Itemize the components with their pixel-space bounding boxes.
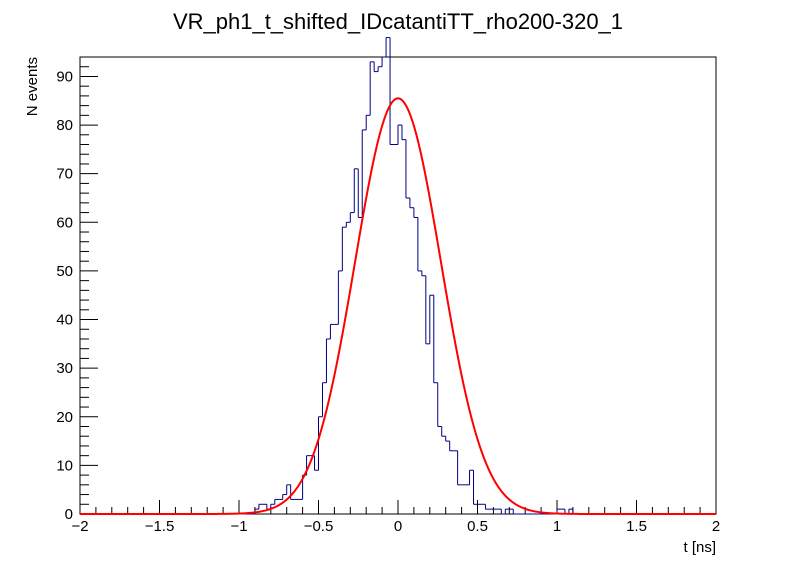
y-axis: 0 10 20 30 40 50 60 70 80 90: [56, 56, 98, 523]
y-tick-label: 80: [56, 117, 73, 134]
x-tick-label: 1: [553, 518, 561, 535]
y-tick-label: 30: [56, 360, 73, 377]
x-axis-label: t [ns]: [683, 539, 716, 556]
y-axis-label: N events: [24, 57, 41, 116]
y-tick-label: 0: [65, 506, 73, 523]
x-tick-label: 1.5: [626, 518, 647, 535]
y-tick-label: 50: [56, 263, 73, 280]
x-tick-label: −2: [71, 518, 88, 535]
x-tick-label: −1.5: [145, 518, 175, 535]
y-tick-label: 70: [56, 166, 73, 183]
y-tick-label: 90: [56, 68, 73, 85]
y-tick-label: 20: [56, 409, 73, 426]
x-tick-label: 0: [394, 518, 402, 535]
y-tick-label: 40: [56, 312, 73, 329]
x-tick-label: −0.5: [304, 518, 334, 535]
gaussian-fit-curve: [80, 97, 716, 515]
x-tick-label: −1: [230, 518, 247, 535]
x-tick-label: 0.5: [467, 518, 488, 535]
y-tick-label: 10: [56, 457, 73, 474]
chart-title: VR_ph1_t_shifted_IDcatantiTT_rho200-320_…: [173, 9, 623, 34]
y-tick-label: 60: [56, 214, 73, 231]
x-tick-label: 2: [712, 518, 720, 535]
fit-series: [80, 97, 716, 515]
